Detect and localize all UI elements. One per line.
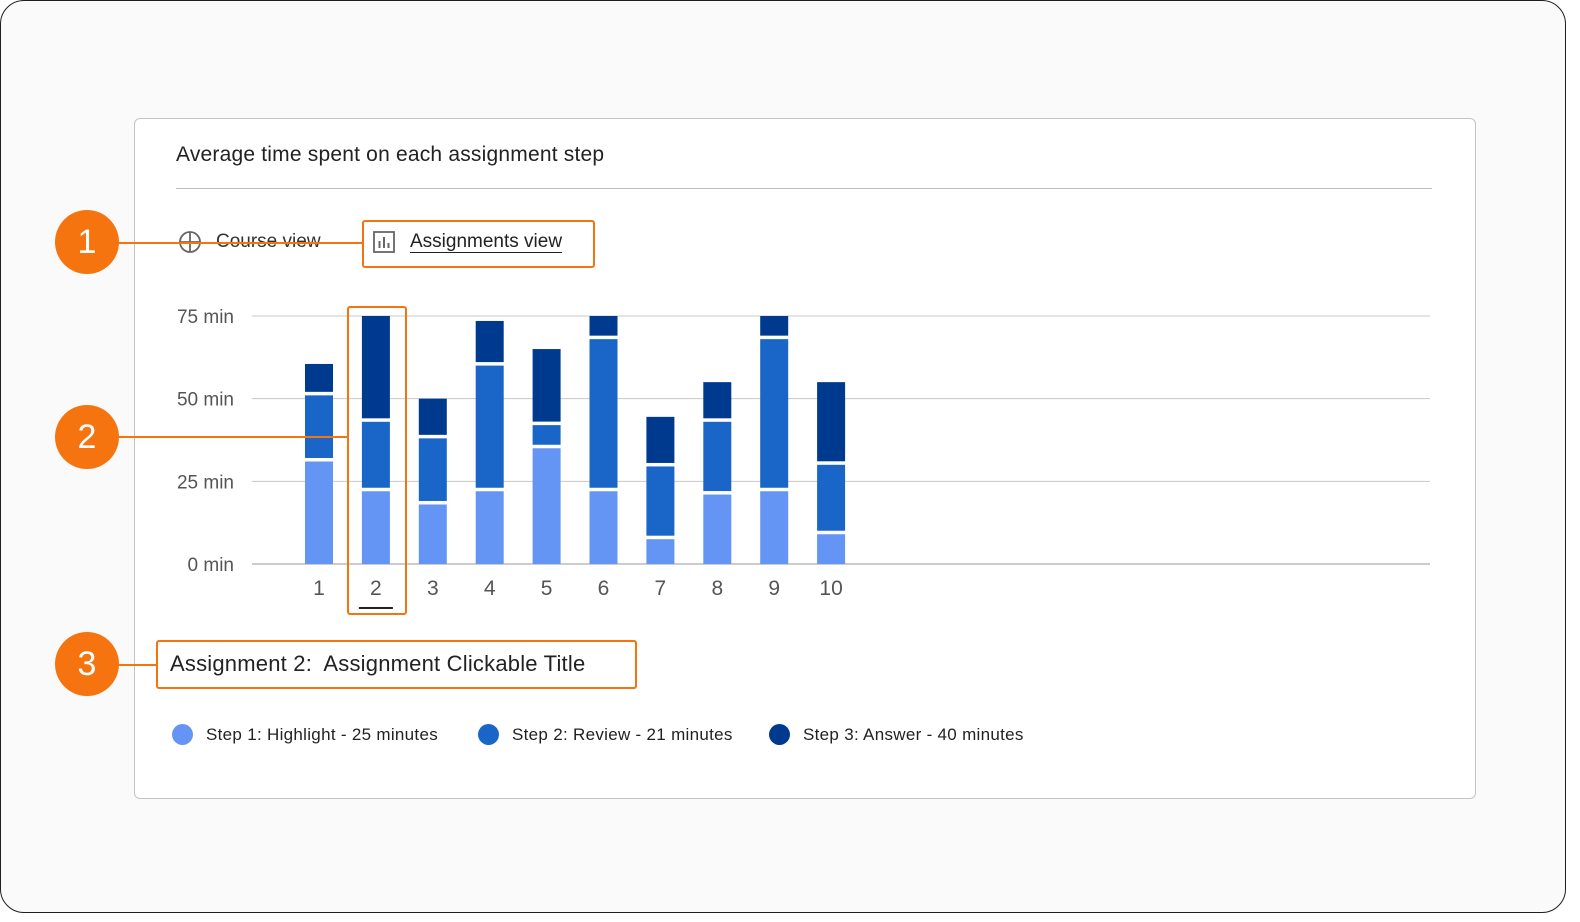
chart-card	[134, 118, 1476, 799]
callout-1-badge: 1	[55, 210, 119, 274]
bar-segment-10-step-2[interactable]	[817, 464, 846, 531]
legend-label-step-1: Step 1: Highlight - 25 minutes	[206, 724, 439, 744]
x-tick-label-3[interactable]: 3	[427, 577, 439, 600]
x-tick-label-5[interactable]: 5	[541, 577, 553, 600]
callout-1-line	[118, 242, 364, 244]
bar-segment-10-step-1[interactable]	[817, 534, 846, 564]
legend-item-step-1: Step 1: Highlight - 25 minutes	[172, 724, 438, 745]
x-tick-label-7[interactable]: 7	[655, 577, 667, 600]
bar-chart-icon	[373, 231, 395, 253]
x-tick-label-1[interactable]: 1	[313, 577, 325, 600]
bar-segment-9-step-2[interactable]	[760, 339, 789, 488]
y-tick-label: 25 min	[177, 472, 234, 493]
y-tick-label: 50 min	[177, 390, 234, 411]
x-tick-label-4[interactable]: 4	[484, 577, 496, 600]
bar-segment-10-step-3[interactable]	[817, 382, 846, 462]
bar-segment-9-step-3[interactable]	[760, 316, 789, 336]
bar-segment-3-step-3[interactable]	[418, 398, 447, 435]
bar-segment-4-step-3[interactable]	[475, 320, 504, 363]
bar-segment-9-step-1[interactable]	[760, 491, 789, 564]
bar-segment-7-step-1[interactable]	[646, 539, 675, 564]
bar-segment-2-step-2[interactable]	[361, 421, 390, 488]
bar-segment-2-step-3[interactable]	[361, 316, 390, 419]
bar-segment-8-step-2[interactable]	[703, 421, 732, 492]
bar-segment-6-step-1[interactable]	[589, 491, 618, 564]
y-tick-label: 0 min	[188, 555, 234, 576]
legend-swatch-step-1	[172, 724, 193, 745]
x-tick-label-2[interactable]: 2	[370, 577, 382, 600]
bar-segment-8-step-3[interactable]	[703, 382, 732, 419]
x-tick-label-9[interactable]: 9	[768, 577, 780, 600]
bar-segment-3-step-1[interactable]	[418, 504, 447, 564]
bar-segment-7-step-2[interactable]	[646, 466, 675, 536]
x-tick-label-10[interactable]: 10	[819, 577, 842, 600]
assignments-view-toggle[interactable]: Assignments view	[372, 224, 562, 260]
bar-segment-6-step-3[interactable]	[589, 316, 618, 336]
title-divider	[176, 188, 1432, 189]
chart-bars	[305, 316, 846, 564]
bar-segment-8-step-1[interactable]	[703, 494, 732, 564]
legend-label-step-2: Step 2: Review - 21 minutes	[512, 724, 733, 744]
callout-2-badge: 2	[55, 405, 119, 469]
callout-2-line	[118, 436, 349, 438]
bar-segment-6-step-2[interactable]	[589, 339, 618, 488]
bar-segment-1-step-3[interactable]	[305, 363, 333, 392]
bar-segment-1-step-2[interactable]	[305, 395, 333, 458]
card-title: Average time spent on each assignment st…	[176, 143, 605, 166]
x-axis-ticks: 1 2 3 4 5 6 7 8 9 10	[313, 577, 843, 609]
x-tick-label-6[interactable]: 6	[598, 577, 610, 600]
legend-item-step-2: Step 2: Review - 21 minutes	[478, 724, 733, 745]
bar-segment-2-step-1[interactable]	[361, 491, 390, 564]
legend-item-step-3: Step 3: Answer - 40 minutes	[769, 724, 1024, 745]
bar-segment-4-step-1[interactable]	[475, 491, 504, 564]
legend-swatch-step-2	[478, 724, 499, 745]
assignment-title-link[interactable]: Assignment 2: Assignment Clickable Title	[170, 651, 586, 676]
legend-swatch-step-3	[769, 724, 790, 745]
bar-segment-5-step-3[interactable]	[532, 349, 561, 422]
bar-segment-5-step-2[interactable]	[532, 425, 561, 445]
legend-label-step-3: Step 3: Answer - 40 minutes	[803, 724, 1024, 744]
bar-segment-3-step-2[interactable]	[418, 438, 447, 501]
x-tick-label-8[interactable]: 8	[711, 577, 723, 600]
callout-2-box	[347, 306, 407, 615]
bar-segment-5-step-1[interactable]	[532, 448, 561, 564]
assignments-view-label: Assignments view	[410, 231, 563, 252]
y-tick-label: 75 min	[177, 307, 234, 328]
callout-1-box	[362, 220, 595, 268]
bar-segment-1-step-1[interactable]	[305, 461, 333, 564]
bar-segment-4-step-2[interactable]	[475, 365, 504, 488]
course-view-label: Course view	[216, 231, 321, 252]
callout-3-line	[118, 664, 158, 666]
callout-3-badge: 3	[55, 632, 119, 696]
bar-segment-7-step-3[interactable]	[646, 416, 675, 463]
y-axis-ticks: 0 min 25 min 50 min 75 min	[177, 307, 234, 576]
